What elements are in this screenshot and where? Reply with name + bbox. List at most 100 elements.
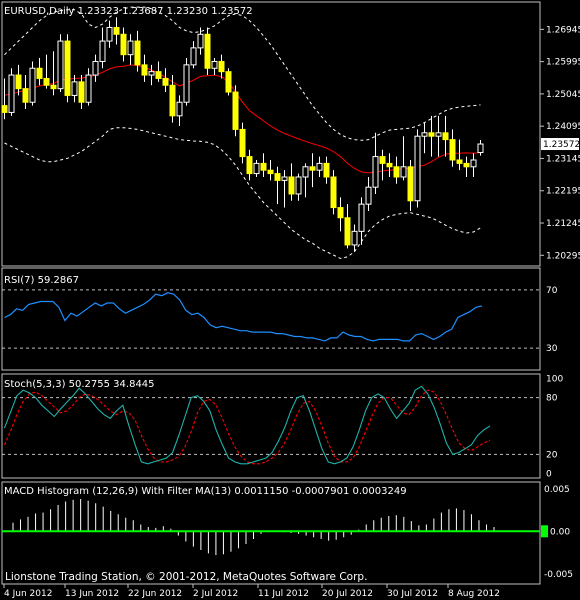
candle-body-bear: [393, 166, 400, 178]
candle-body-bull: [477, 143, 484, 154]
candle-body-bear: [155, 71, 162, 79]
rsi-y-tick-label: 70: [546, 286, 558, 296]
current-price-label: 1.23572: [543, 140, 580, 150]
stoch-signal-line: [3, 389, 491, 465]
candle-body-bull: [316, 162, 323, 171]
candle-body-bull: [190, 47, 197, 66]
candle-body-bear: [134, 40, 141, 66]
candle-body-bull: [295, 176, 302, 195]
candle-body-bull: [197, 33, 204, 49]
candle-body-bear: [64, 40, 71, 96]
macd-panel-frame: [1, 481, 541, 585]
candle-body-bull: [435, 132, 442, 137]
candle-body-bear: [1, 105, 8, 113]
candle-body-bull: [421, 132, 428, 137]
candle-body-bull: [57, 40, 64, 90]
candle-body-bear: [15, 74, 22, 90]
candle-body-bull: [253, 162, 260, 175]
stoch-main-line: [3, 385, 491, 465]
candle-body-bear: [407, 166, 414, 202]
candle-body-bear: [428, 132, 435, 137]
rsi-line: [4, 292, 483, 342]
price-y-tick-label: 1.23145: [546, 154, 580, 164]
candle-body-bear: [260, 162, 267, 171]
x-axis-date-label: 13 Jun 2012: [65, 589, 119, 599]
price-y-tick-label: 1.20295: [546, 251, 580, 261]
candle-body-bear: [274, 173, 281, 181]
current-price-tag: [541, 138, 579, 151]
stoch-panel-frame: [1, 373, 541, 479]
candle-body-bull: [470, 159, 477, 168]
candle-body-bull: [8, 74, 15, 113]
x-axis-date-label: 30 Jul 2012: [387, 589, 438, 599]
candle-body-bear: [78, 81, 85, 103]
candle-body-bear: [463, 162, 470, 168]
candle-body-bear: [43, 77, 50, 86]
candle-body-bull: [400, 166, 407, 178]
price-y-tick-label: 1.26945: [546, 25, 580, 35]
x-axis-date-label: 22 Jun 2012: [128, 589, 182, 599]
candle-body-bull: [99, 40, 106, 62]
candle-body-bear: [50, 84, 57, 90]
x-axis-date-label: 11 Jul 2012: [258, 589, 309, 599]
stoch-header: Stoch(5,3,3) 50.2755 34.8445: [4, 379, 155, 390]
candle-body-bull: [29, 67, 36, 103]
x-axis-date-label: 20 Jul 2012: [322, 589, 373, 599]
candle-body-bull: [148, 71, 155, 76]
candle-body-bear: [239, 128, 246, 158]
candle-body-bull: [92, 60, 99, 76]
candle-body-bull: [211, 60, 218, 69]
candle-body-bear: [22, 88, 29, 103]
candle-body-bear: [120, 33, 127, 56]
rsi-header: RSI(7) 59.2867: [4, 275, 79, 286]
candle-body-bear: [379, 156, 386, 164]
candle-body-bull: [127, 40, 134, 56]
candle-body-bear: [442, 132, 449, 141]
lower-band-line: [4, 127, 481, 260]
candle-body-bear: [309, 166, 316, 171]
candle-body-bear: [386, 162, 393, 168]
candle-body-bear: [344, 217, 351, 246]
stoch-y-tick-label: 20: [546, 450, 558, 460]
upper-band-line: [4, 6, 481, 141]
x-axis-date-label: 8 Aug 2012: [448, 589, 500, 599]
candle-body-bear: [232, 91, 239, 130]
candle-body-bull: [85, 74, 92, 103]
candle-body-bull: [302, 166, 309, 178]
x-axis-date-label: 4 Jun 2012: [4, 589, 52, 599]
candle-body-bull: [106, 26, 113, 42]
macd-header: MACD Histogram (12,26,9) With Filter MA(…: [4, 486, 407, 497]
candle-body-bear: [330, 176, 337, 209]
candle-body-bull: [365, 186, 372, 205]
candle-body-bear: [225, 71, 232, 93]
candle-body-bull: [281, 176, 288, 181]
candle-body-bear: [246, 156, 253, 175]
stoch-y-tick-label: 80: [546, 394, 558, 404]
rsi-panel-frame: [1, 267, 541, 371]
candle-body-bull: [176, 101, 183, 117]
candle-body-bear: [323, 162, 330, 178]
price-y-tick-label: 1.24095: [546, 122, 580, 132]
price-y-tick-label: 1.25045: [546, 90, 580, 100]
candle-body-bear: [337, 207, 344, 219]
candle-body-bull: [351, 230, 358, 246]
candle-body-bull: [71, 81, 78, 96]
stoch-y-tick-label: 0: [546, 469, 552, 479]
candle-body-bear: [36, 67, 43, 79]
candle-body-bull: [358, 203, 365, 232]
candle-body-bear: [456, 159, 463, 164]
macd-y-tick-label: 0.005: [544, 485, 570, 495]
candle-body-bear: [162, 77, 169, 86]
candle-body-bear: [218, 60, 225, 73]
candle-body-bear: [288, 176, 295, 195]
x-axis-date-label: 2 Jul 2012: [193, 589, 238, 599]
candle-body-bear: [204, 33, 211, 69]
price-panel-frame: [1, 1, 541, 267]
candle-body-bull: [183, 64, 190, 103]
price-y-tick-label: 1.22195: [546, 187, 580, 197]
macd-zero-marker: [541, 525, 548, 538]
price-y-tick-label: 1.25995: [546, 58, 580, 68]
candle-body-bull: [414, 135, 421, 202]
